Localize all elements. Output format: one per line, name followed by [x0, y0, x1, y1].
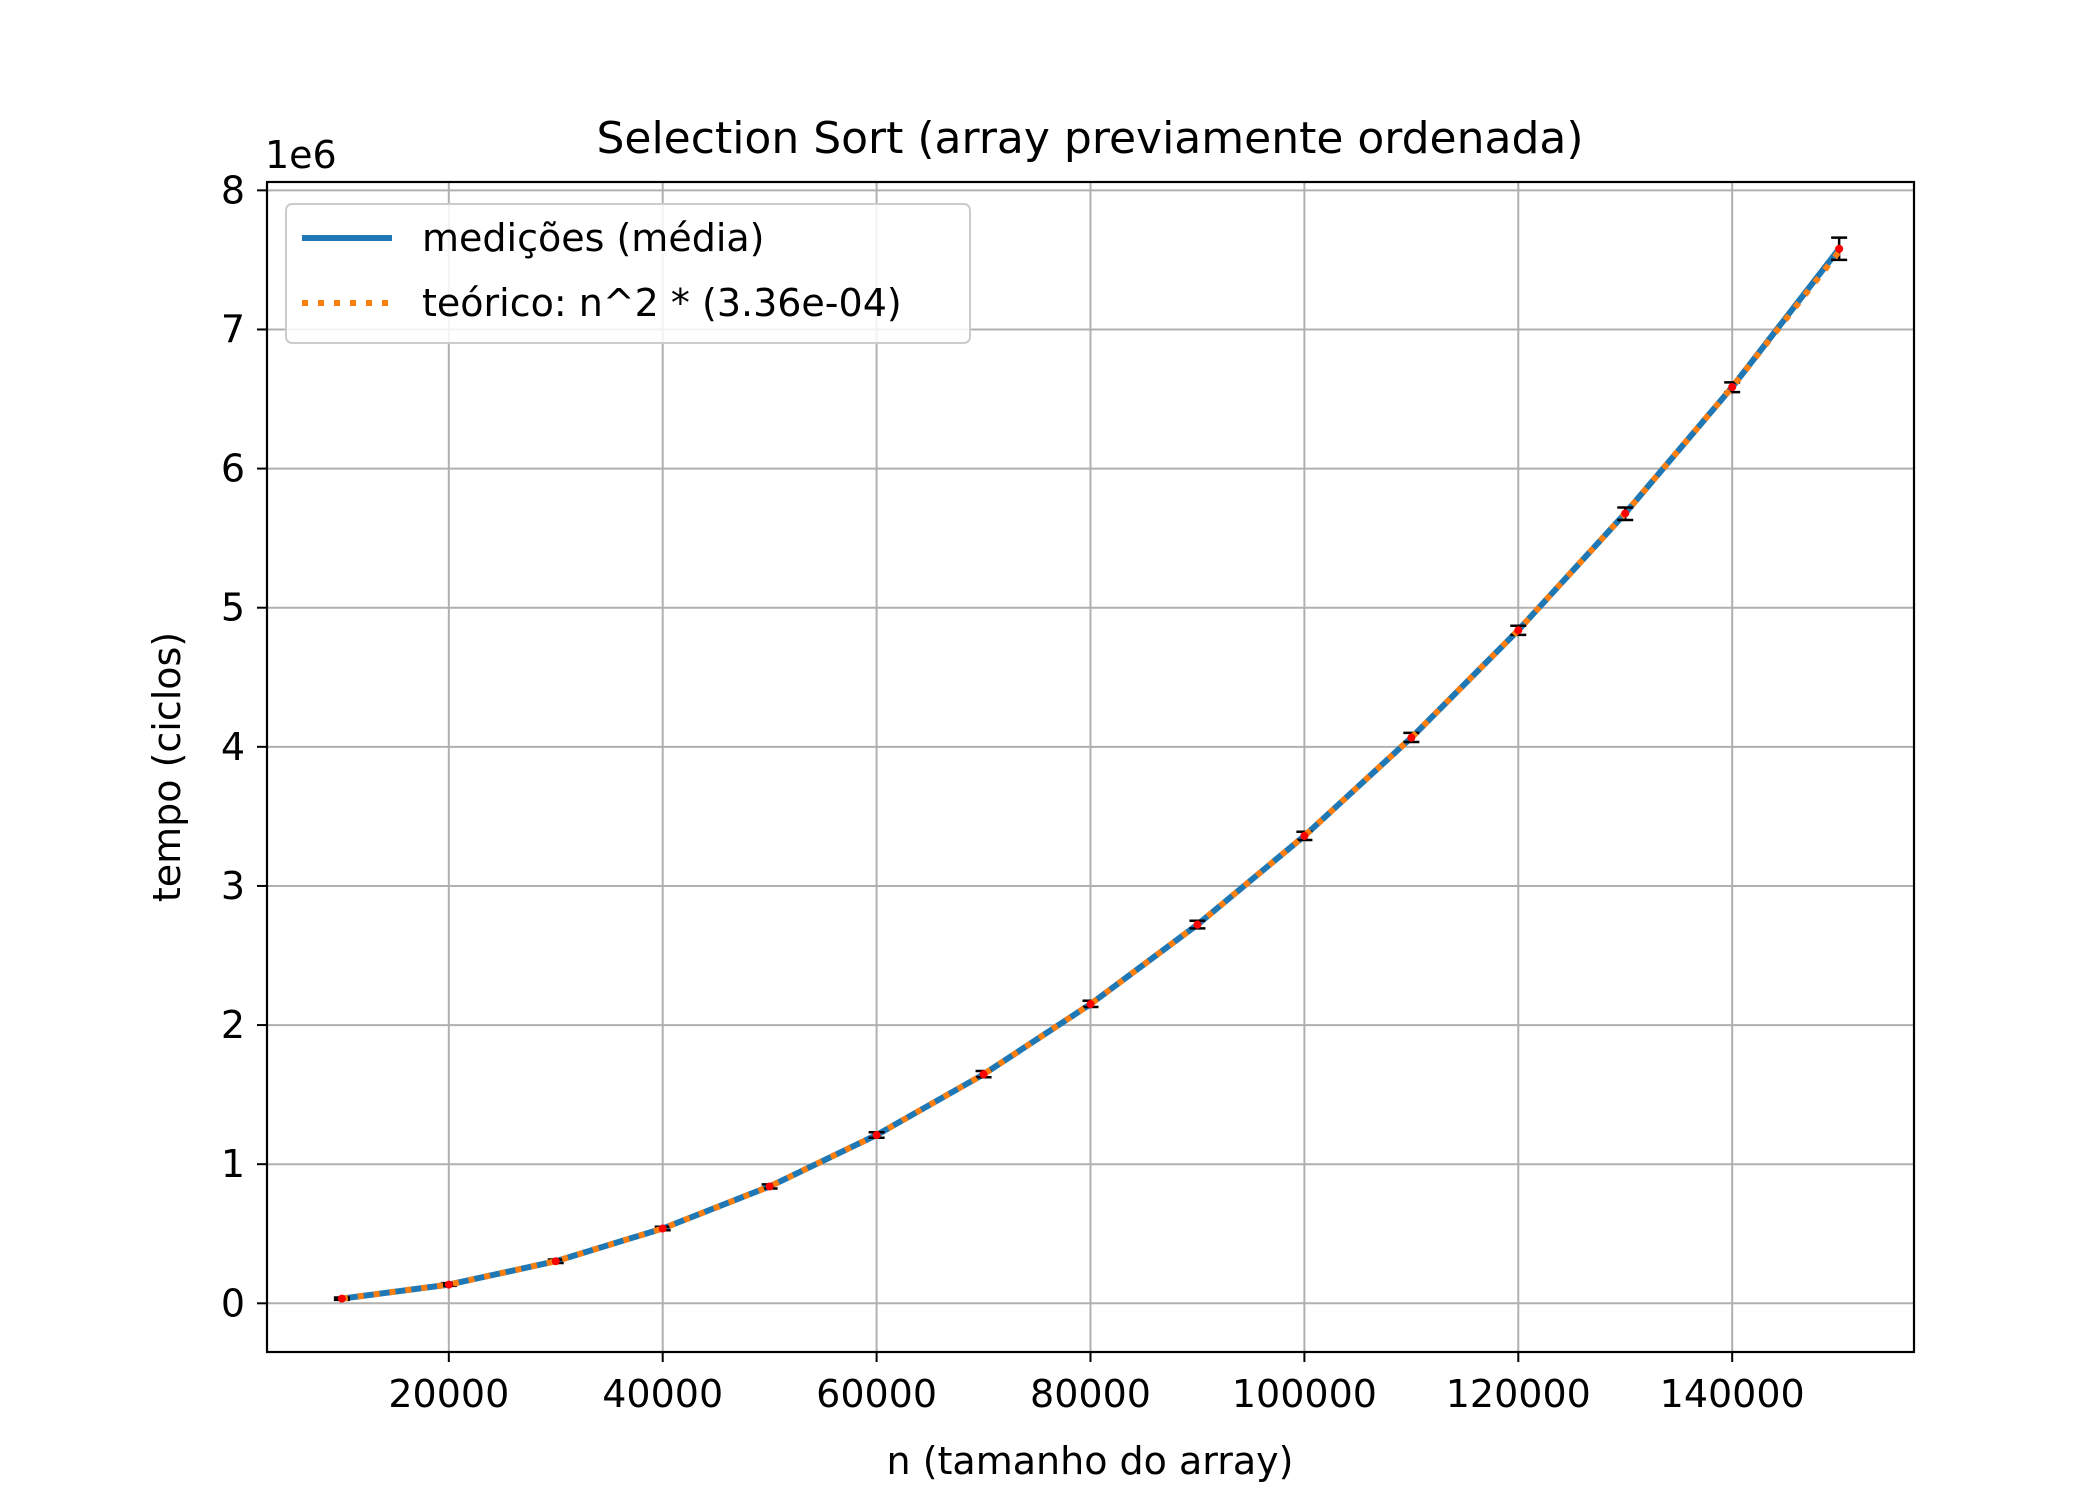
x-tick-label: 140000	[1660, 1372, 1805, 1416]
data-point	[1300, 831, 1309, 840]
data-point	[1407, 733, 1416, 742]
data-point	[1728, 383, 1737, 392]
x-tick-label: 100000	[1232, 1372, 1377, 1416]
axis-ticks: 20000 40000 60000 80000 100000 120000 140000 0 1…	[221, 168, 1805, 1416]
data-point	[337, 1294, 346, 1303]
data-point	[1621, 509, 1630, 518]
legend: medições (média) teórico: n^2 * (3.36e-0…	[285, 203, 971, 344]
y-tick-label: 0	[221, 1281, 245, 1325]
y-tick-label: 1	[221, 1142, 245, 1186]
x-axis-label: n (tamanho do array)	[887, 1439, 1294, 1483]
x-tick-label: 80000	[1030, 1372, 1151, 1416]
legend-box	[285, 203, 971, 344]
y-tick-label: 2	[221, 1003, 245, 1047]
data-point	[765, 1182, 774, 1191]
y-tick-label: 8	[221, 168, 245, 212]
y-tick-label: 4	[221, 725, 245, 769]
y-tick-label: 7	[221, 307, 245, 351]
y-tick-label: 3	[221, 864, 245, 908]
series-line-theoretical	[341, 249, 1842, 1302]
data-point	[444, 1280, 453, 1289]
data-point	[1514, 626, 1523, 635]
legend-label-theoretical: teórico: n^2 * (3.36e-04)	[422, 281, 902, 325]
data-layer	[333, 236, 1848, 1303]
x-tick-label: 120000	[1446, 1372, 1591, 1416]
chart-title: Selection Sort (array previamente ordena…	[596, 113, 1583, 164]
data-point	[658, 1224, 667, 1233]
legend-label-measured: medições (média)	[422, 216, 764, 260]
x-tick-label: 60000	[816, 1372, 937, 1416]
data-point	[551, 1257, 560, 1266]
data-point	[979, 1070, 988, 1079]
y-offset-text: 1e6	[265, 133, 337, 177]
data-point	[1193, 920, 1202, 929]
grid	[267, 182, 1914, 1352]
y-axis-label: tempo (ciclos)	[145, 632, 189, 902]
data-point	[1086, 1000, 1095, 1009]
y-tick-label: 5	[221, 586, 245, 630]
y-tick-label: 6	[221, 447, 245, 491]
x-tick-label: 40000	[602, 1372, 723, 1416]
data-point	[1835, 244, 1844, 253]
data-point	[872, 1131, 881, 1140]
x-tick-label: 20000	[388, 1372, 509, 1416]
